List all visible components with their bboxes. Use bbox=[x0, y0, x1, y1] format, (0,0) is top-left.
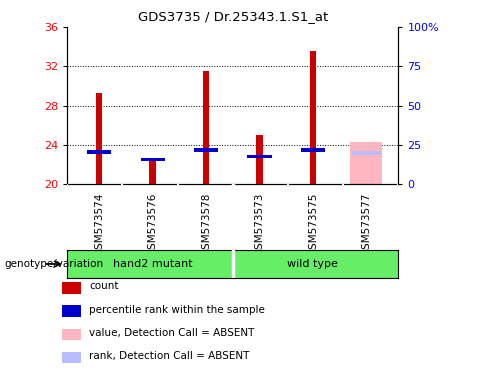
Text: GSM573576: GSM573576 bbox=[148, 192, 157, 255]
Bar bbox=[62, 329, 81, 340]
Bar bbox=[248, 155, 272, 159]
Text: genotype/variation: genotype/variation bbox=[5, 259, 104, 269]
Bar bbox=[203, 71, 209, 184]
Bar bbox=[62, 282, 81, 294]
Text: rank, Detection Call = ABSENT: rank, Detection Call = ABSENT bbox=[89, 351, 250, 361]
Text: GSM573575: GSM573575 bbox=[308, 192, 318, 255]
Text: percentile rank within the sample: percentile rank within the sample bbox=[89, 305, 265, 314]
Text: value, Detection Call = ABSENT: value, Detection Call = ABSENT bbox=[89, 328, 255, 338]
Text: wild type: wild type bbox=[288, 259, 338, 269]
Text: GSM573574: GSM573574 bbox=[94, 192, 104, 255]
Bar bbox=[352, 151, 381, 154]
Bar bbox=[96, 93, 102, 184]
Bar bbox=[62, 352, 81, 363]
Bar bbox=[87, 150, 111, 154]
Bar bbox=[310, 51, 316, 184]
Bar bbox=[141, 157, 165, 161]
Bar bbox=[256, 135, 263, 184]
Text: GSM573578: GSM573578 bbox=[201, 192, 211, 255]
Text: GSM573577: GSM573577 bbox=[361, 192, 372, 255]
Text: GSM573573: GSM573573 bbox=[254, 192, 264, 255]
Bar bbox=[62, 305, 81, 317]
Bar bbox=[350, 142, 383, 184]
Text: hand2 mutant: hand2 mutant bbox=[113, 259, 192, 269]
Title: GDS3735 / Dr.25343.1.S1_at: GDS3735 / Dr.25343.1.S1_at bbox=[138, 10, 328, 23]
Bar bbox=[149, 158, 156, 184]
Bar bbox=[301, 148, 325, 152]
Bar bbox=[194, 148, 218, 152]
Text: count: count bbox=[89, 281, 119, 291]
